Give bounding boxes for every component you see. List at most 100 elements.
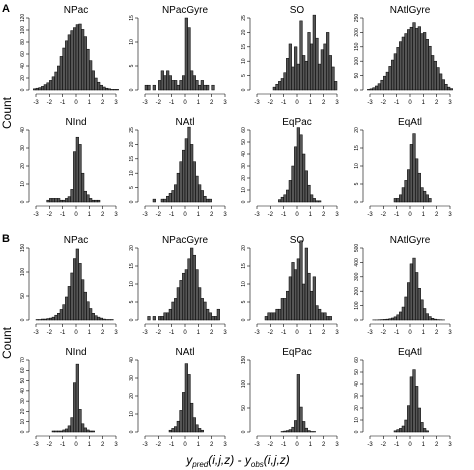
x-tick-label: 0 [183, 212, 187, 218]
histogram-bar [147, 316, 151, 321]
panel-title-a-so: SO [290, 5, 305, 16]
x-tick-label: 3 [335, 212, 339, 218]
histogram-bar [86, 48, 90, 91]
histogram-bar [168, 75, 172, 91]
y-tick-label: 10 [129, 39, 135, 45]
y-tick-label: 15 [129, 15, 135, 21]
x-tick-label: -3 [254, 100, 260, 106]
x-tick-label: -3 [142, 442, 148, 448]
histogram-bar [65, 428, 69, 433]
x-tick-label: 1 [197, 330, 201, 336]
histogram-bar [184, 17, 188, 91]
histogram-bar [315, 305, 319, 321]
histogram-bar [75, 363, 79, 433]
histogram-bar [312, 14, 316, 91]
histogram-bar [46, 82, 50, 91]
histogram-bar [328, 316, 332, 321]
histogram-bar [190, 70, 194, 91]
x-tick-label: 2 [101, 212, 105, 218]
histogram-bar [107, 88, 111, 91]
x-tick-label: -2 [381, 330, 387, 336]
histogram-bar [203, 301, 207, 321]
histogram-panel-b-npacgyre: NPacGyre 0 5 10 15 20 -3 -2 -1 0 1 2 3 [129, 235, 227, 336]
histogram-bar [46, 199, 50, 203]
histogram-bar [102, 318, 106, 321]
histogram-bar [304, 170, 308, 203]
histogram-bar [78, 409, 82, 433]
histogram-bar [179, 280, 183, 321]
y-tick-label: 0 [354, 88, 360, 91]
histogram-bar [200, 190, 204, 203]
y-tick-label: 40 [20, 63, 26, 69]
histogram-bar [288, 276, 292, 321]
y-tick-label: 0 [20, 88, 26, 91]
histogram-bar [144, 84, 148, 91]
histogram-bar [67, 196, 71, 203]
histogram-bar [171, 190, 175, 203]
histogram-panel-a-natlgyre: NAtlGyre 0 50 100 150 200 250 -3 -2 -1 0 1 2 3 [354, 5, 453, 106]
y-tick-label: 10 [241, 187, 247, 193]
histogram-bar [286, 290, 290, 321]
histogram-bar [417, 172, 421, 203]
x-tick-label: -2 [381, 100, 387, 106]
y-tick-label: 400 [354, 258, 360, 267]
histogram-bar [449, 88, 453, 91]
x-tick-label: -1 [169, 100, 175, 106]
x-tick-label: -2 [156, 330, 162, 336]
y-tick-label: 10 [354, 417, 360, 423]
histogram-bar [174, 80, 178, 91]
y-tick-label: 20 [241, 245, 247, 251]
histogram-bar [278, 308, 282, 321]
histogram-bar [97, 316, 101, 321]
x-tick-label: 0 [74, 100, 78, 106]
histogram-bar [415, 28, 419, 91]
y-tick-label: 200 [354, 287, 360, 296]
histogram-bar [94, 77, 98, 91]
x-tick-label: -3 [142, 100, 148, 106]
y-tick-label: 60 [20, 367, 26, 373]
y-tick-label: 10 [129, 281, 135, 287]
histogram-bar [184, 138, 188, 203]
histogram-bar [192, 75, 196, 91]
x-tick-label: 2 [322, 212, 326, 218]
histogram-bar [283, 194, 287, 203]
histogram-bar [388, 318, 392, 321]
histogram-bar [415, 386, 419, 433]
histogram-bar [286, 430, 290, 433]
histogram-bar [86, 301, 90, 321]
histogram-bar [89, 430, 93, 433]
histogram-bar [280, 298, 284, 321]
histogram-bar [67, 286, 71, 321]
y-tick-label: 40 [129, 357, 135, 363]
histogram-bar [216, 308, 220, 321]
histogram-bar [391, 59, 395, 91]
x-tick-label: 2 [435, 330, 439, 336]
histogram-bar [35, 87, 39, 91]
histogram-bar [65, 296, 69, 321]
histogram-bar [57, 198, 61, 203]
y-tick-label: 15 [241, 44, 247, 50]
histogram-bar [417, 26, 421, 91]
y-tick-label: 50 [241, 405, 247, 411]
histogram-bar [81, 29, 85, 91]
histogram-bar [294, 146, 298, 203]
y-tick-label: 50 [354, 369, 360, 375]
histogram-bar [163, 312, 167, 321]
histogram-bar [211, 84, 215, 91]
histogram-bar [192, 161, 196, 203]
y-tick-label: 15 [129, 156, 135, 162]
histogram-bar [283, 72, 287, 91]
histogram-bar [59, 56, 63, 91]
histogram-bar [312, 276, 316, 321]
histogram-bar [152, 198, 156, 203]
histogram-bar [331, 66, 335, 91]
histogram-bar [425, 39, 429, 91]
x-tick-label: -2 [268, 212, 274, 218]
histogram-bar [43, 318, 47, 321]
panel-title-b-npac: NPac [64, 235, 88, 246]
histogram-bar [272, 86, 276, 91]
x-tick-label: 0 [74, 442, 78, 448]
histogram-bar [299, 240, 303, 321]
y-tick-label: 0 [241, 200, 247, 203]
histogram-bar [91, 199, 95, 203]
